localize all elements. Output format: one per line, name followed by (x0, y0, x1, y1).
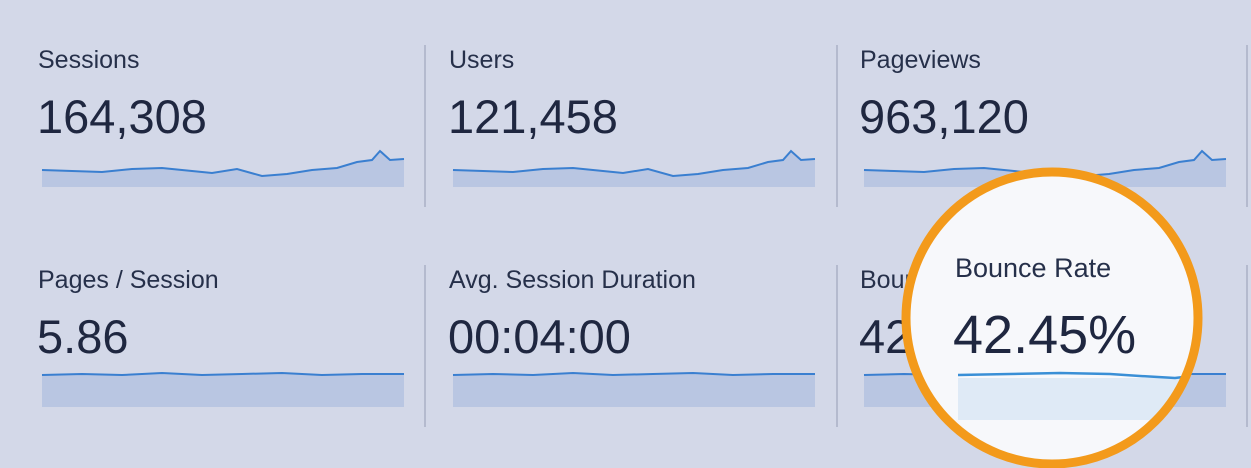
sparkline-area (42, 373, 404, 407)
magnifier-label: Bounce Rate (955, 253, 1111, 283)
metric-value: 121,458 (448, 90, 618, 143)
magnifier-value: 42.45% (953, 305, 1136, 365)
metric-label: Pageviews (860, 46, 981, 74)
sparkline-area (42, 151, 404, 187)
metric-label: Sessions (38, 46, 139, 74)
sparkline (41, 371, 404, 377)
sparkline (41, 149, 405, 178)
metric-value: 00:04:00 (448, 310, 631, 363)
sparkline-area (453, 151, 815, 187)
metric-value: 963,120 (859, 90, 1029, 143)
metric-label: Pages / Session (38, 266, 219, 294)
metric-card: Users 121,458 (448, 45, 838, 207)
sparkline (452, 371, 815, 377)
metric-card: Avg. Session Duration 00:04:00 (448, 265, 838, 427)
metric-card: Sessions 164,308 (37, 45, 426, 207)
metric-label: Users (449, 46, 514, 74)
magnifier: Bounce Rate 42.45% (901, 167, 1203, 468)
magnifier-ring (901, 167, 1203, 468)
metric-card: Pages / Session 5.86 (37, 265, 426, 427)
sparkline-area (453, 373, 815, 407)
metric-value: 164,308 (37, 90, 207, 143)
sparkline (452, 149, 816, 178)
sparkline-area (864, 151, 1226, 187)
metric-label: Avg. Session Duration (449, 266, 696, 294)
metric-value: 5.86 (37, 310, 128, 363)
